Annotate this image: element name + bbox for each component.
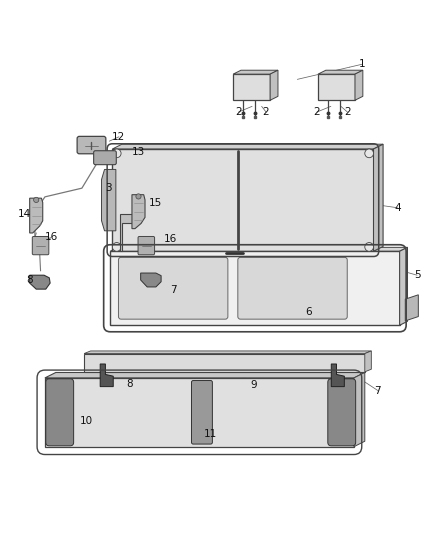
Polygon shape: [84, 351, 371, 353]
Polygon shape: [45, 373, 365, 378]
Polygon shape: [30, 198, 43, 233]
Circle shape: [136, 194, 141, 199]
FancyBboxPatch shape: [138, 237, 155, 255]
Polygon shape: [233, 70, 278, 74]
Text: 6: 6: [305, 307, 311, 317]
Text: 11: 11: [204, 429, 217, 439]
Polygon shape: [110, 251, 399, 325]
Text: 4: 4: [394, 203, 401, 213]
Text: 9: 9: [251, 380, 257, 390]
Circle shape: [34, 197, 39, 203]
Text: 2: 2: [235, 107, 242, 117]
Polygon shape: [102, 169, 116, 231]
Polygon shape: [365, 351, 371, 372]
Polygon shape: [318, 70, 363, 74]
Text: 8: 8: [26, 274, 33, 285]
Polygon shape: [113, 149, 374, 251]
FancyBboxPatch shape: [46, 379, 74, 446]
Text: 2: 2: [263, 107, 269, 117]
FancyBboxPatch shape: [94, 151, 116, 165]
Polygon shape: [270, 70, 278, 100]
Text: 8: 8: [127, 379, 133, 389]
Text: 10: 10: [80, 416, 93, 426]
Polygon shape: [374, 144, 383, 251]
Text: 16: 16: [45, 232, 58, 242]
Text: 3: 3: [105, 183, 111, 193]
Text: 7: 7: [374, 385, 381, 395]
Circle shape: [365, 149, 374, 158]
Polygon shape: [113, 144, 383, 149]
Polygon shape: [141, 273, 161, 287]
Polygon shape: [84, 353, 365, 372]
Text: 16: 16: [164, 234, 177, 244]
FancyBboxPatch shape: [32, 237, 49, 255]
Text: 12: 12: [112, 132, 126, 142]
Text: 7: 7: [170, 286, 177, 295]
Circle shape: [113, 149, 121, 158]
Circle shape: [113, 243, 121, 251]
Text: 2: 2: [344, 107, 351, 117]
Polygon shape: [405, 295, 418, 321]
Polygon shape: [318, 74, 355, 100]
FancyBboxPatch shape: [328, 379, 356, 446]
Polygon shape: [399, 247, 407, 325]
Text: 5: 5: [414, 270, 420, 280]
Polygon shape: [331, 364, 344, 386]
Polygon shape: [132, 195, 145, 229]
Text: 1: 1: [359, 59, 366, 69]
Polygon shape: [355, 70, 363, 100]
Polygon shape: [110, 247, 407, 251]
Text: 2: 2: [314, 107, 320, 117]
Polygon shape: [45, 378, 354, 447]
Text: 13: 13: [132, 147, 145, 157]
Text: 14: 14: [18, 209, 31, 219]
Circle shape: [365, 243, 374, 251]
Polygon shape: [30, 275, 50, 289]
Polygon shape: [354, 373, 365, 447]
Text: 15: 15: [149, 198, 162, 208]
FancyBboxPatch shape: [77, 136, 106, 154]
FancyBboxPatch shape: [118, 257, 228, 319]
Polygon shape: [233, 74, 270, 100]
FancyBboxPatch shape: [191, 381, 212, 444]
Polygon shape: [100, 364, 113, 386]
Polygon shape: [120, 214, 134, 251]
FancyBboxPatch shape: [238, 257, 347, 319]
